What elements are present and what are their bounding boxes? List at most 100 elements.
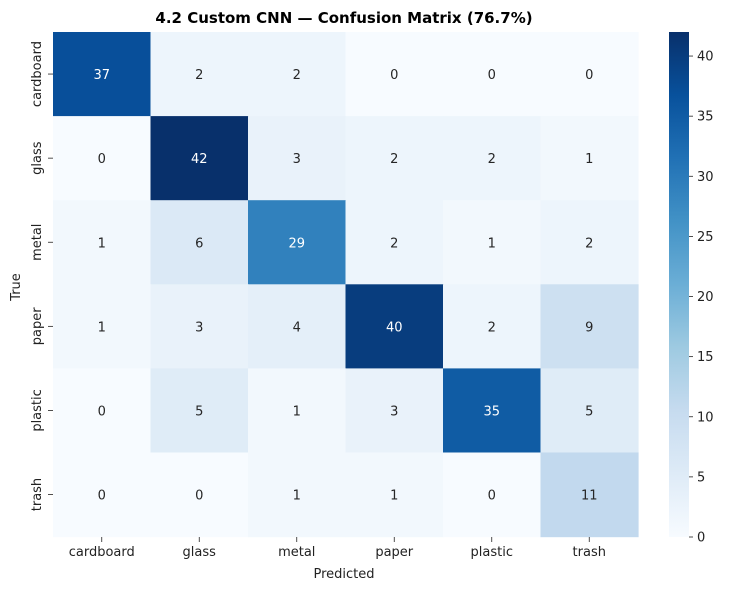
cell-value-label: 1: [585, 152, 593, 167]
cell-value-label: 0: [488, 489, 496, 504]
cell-value-label: 5: [585, 404, 593, 419]
cell-value-label: 0: [585, 68, 593, 83]
heatmap-cell: [53, 32, 152, 117]
cell-value-label: 0: [98, 152, 106, 167]
heatmap-cell: [540, 368, 639, 454]
cell-value-label: 0: [390, 68, 398, 83]
x-tick-label: glass: [183, 545, 217, 560]
heatmap-cell: [540, 32, 639, 117]
x-axis-ticks: cardboard glass metal paper plastic trash: [69, 537, 606, 560]
cell-value-label: 42: [191, 152, 208, 167]
cell-value-label: 1: [98, 236, 106, 251]
colorbar-tick-label: 0: [697, 531, 705, 546]
y-axis-ticks: cardboard glass metal paper plastic trash: [30, 41, 53, 511]
heatmap-cell: [345, 32, 444, 117]
cell-value-label: 0: [195, 489, 203, 504]
y-tick-label: glass: [30, 141, 45, 175]
cell-value-label: 1: [293, 404, 301, 419]
cell-value-label: 37: [93, 68, 110, 83]
cell-value-label: 1: [98, 320, 106, 335]
colorbar-tick-label: 10: [697, 410, 714, 425]
cell-value-label: 4: [293, 320, 301, 335]
x-axis-label: Predicted: [313, 567, 374, 582]
x-tick-label: trash: [573, 545, 606, 560]
heatmap-cell: [248, 368, 347, 454]
heatmap-cell: [53, 452, 152, 538]
colorbar-tick-label: 40: [697, 50, 714, 65]
colorbar-tick-label: 25: [697, 230, 714, 245]
heatmap-cell: [248, 116, 347, 201]
colorbar-tick-label: 35: [697, 110, 714, 125]
heatmap-cell: [345, 116, 444, 201]
y-axis-label: True: [9, 273, 24, 302]
cell-value-label: 3: [293, 152, 301, 167]
cell-value-label: 2: [585, 236, 593, 251]
colorbar-tick-label: 30: [697, 170, 714, 185]
colorbar: [669, 32, 689, 537]
y-tick-label: trash: [30, 478, 45, 511]
heatmap-cell: [53, 368, 152, 454]
heatmap-cell: [150, 368, 249, 454]
heatmap-cells: [53, 32, 639, 538]
y-tick-label: cardboard: [30, 41, 45, 107]
heatmap-cell: [540, 116, 639, 201]
heatmap-cell: [150, 116, 249, 201]
cell-value-label: 2: [488, 320, 496, 335]
y-tick-label: metal: [30, 224, 45, 261]
heatmap-cell: [345, 368, 444, 454]
heatmap-cell: [150, 32, 249, 117]
cell-value-label: 2: [488, 152, 496, 167]
cell-value-label: 35: [483, 404, 500, 419]
heatmap-cell: [150, 452, 249, 538]
cell-value-label: 0: [488, 68, 496, 83]
y-tick-label: plastic: [30, 389, 45, 431]
cell-value-label: 40: [386, 320, 403, 335]
cell-value-label: 2: [293, 68, 301, 83]
heatmap-cell: [443, 368, 542, 454]
heatmap-cell: [540, 452, 639, 538]
heatmap-cell: [345, 284, 444, 369]
cell-value-label: 6: [195, 236, 203, 251]
heatmap-cell: [53, 200, 152, 285]
heatmap-cell: [248, 200, 347, 285]
colorbar-tick-label: 20: [697, 290, 714, 305]
colorbar-tick-label: 5: [697, 470, 705, 485]
colorbar-ticks: 0 5 10 15 20 25 30 35 40: [689, 50, 714, 546]
heatmap-cell: [345, 200, 444, 285]
heatmap-cell: [53, 284, 152, 369]
heatmap-cell: [345, 452, 444, 538]
heatmap-cell: [443, 116, 542, 201]
heatmap-cell: [443, 452, 542, 538]
chart-title: 4.2 Custom CNN — Confusion Matrix (76.7%…: [155, 9, 532, 27]
heatmap-cell: [540, 200, 639, 285]
cell-value-label: 2: [390, 152, 398, 167]
heatmap-cell: [443, 200, 542, 285]
cell-value-label: 0: [98, 489, 106, 504]
heatmap-cell: [248, 32, 347, 117]
heatmap-cell: [248, 452, 347, 538]
cell-value-label: 2: [195, 68, 203, 83]
cell-value-label: 1: [488, 236, 496, 251]
cell-value-label: 1: [390, 489, 398, 504]
cell-value-label: 1: [293, 489, 301, 504]
heatmap-cell: [443, 32, 542, 117]
heatmap-cell: [53, 116, 152, 201]
heatmap-cell: [443, 284, 542, 369]
cell-value-label: 0: [98, 404, 106, 419]
x-tick-label: paper: [375, 545, 413, 560]
cell-value-label: 5: [195, 404, 203, 419]
x-tick-label: metal: [278, 545, 315, 560]
colorbar-tick-label: 15: [697, 350, 714, 365]
heatmap-cell: [248, 284, 347, 369]
cell-value-label: 3: [195, 320, 203, 335]
cell-value-label: 2: [390, 236, 398, 251]
cell-value-label: 29: [288, 236, 305, 251]
x-tick-label: plastic: [471, 545, 513, 560]
heatmap-cell: [150, 200, 249, 285]
y-tick-label: paper: [30, 307, 45, 345]
cell-value-label: 3: [390, 404, 398, 419]
heatmap-cell: [540, 284, 639, 369]
x-tick-label: cardboard: [69, 545, 135, 560]
heatmap-cell: [150, 284, 249, 369]
cell-value-label: 11: [581, 489, 598, 504]
